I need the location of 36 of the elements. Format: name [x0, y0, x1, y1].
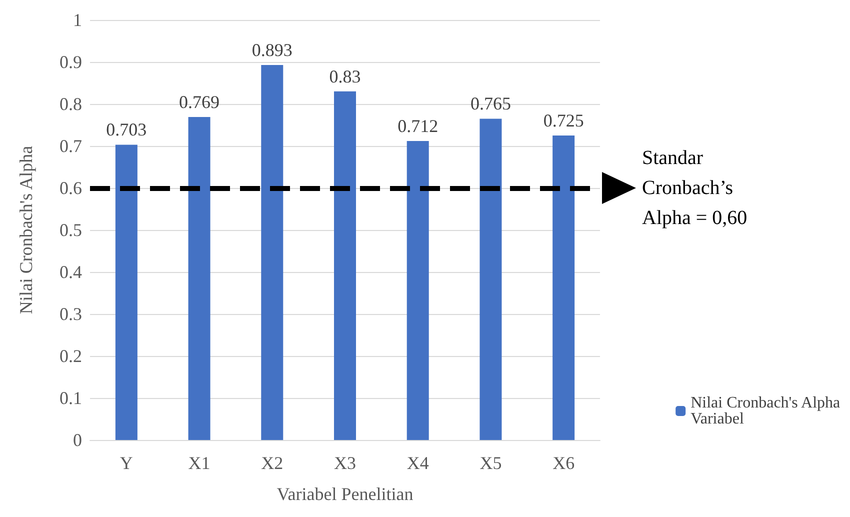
y-tick-label: 1 — [73, 10, 82, 30]
y-tick-label: 0.6 — [60, 178, 82, 198]
x-axis-title: Variabel Penelitian — [276, 484, 414, 504]
data-label: 0.765 — [470, 94, 511, 114]
bar — [552, 136, 575, 440]
bar — [188, 117, 210, 440]
y-tick-label: 0.5 — [60, 220, 82, 240]
bar — [334, 91, 356, 440]
ref-line-label: Standar Cronbach’s Alpha = 0,60 — [642, 147, 748, 229]
x-tick-label: X6 — [552, 453, 575, 473]
y-tick-label: 0.1 — [60, 388, 82, 408]
x-tick-label: X1 — [188, 453, 210, 473]
bar — [261, 64, 284, 440]
bar — [406, 140, 429, 440]
y-tick-label: 0.4 — [60, 262, 82, 282]
y-tick-label: 0.9 — [60, 52, 82, 72]
y-tick-label: 0.3 — [60, 304, 82, 324]
data-label: 0.712 — [398, 116, 438, 136]
data-label: 0.769 — [179, 92, 220, 112]
y-tick-label: 0.7 — [60, 136, 82, 156]
data-label: 0.725 — [543, 110, 584, 130]
y-tick-label: 0 — [73, 430, 82, 450]
x-tick-label: X2 — [261, 453, 284, 473]
x-tick-label: X3 — [334, 453, 356, 473]
y-tick-label: 0.2 — [60, 346, 82, 366]
x-tick-label: X5 — [480, 453, 502, 473]
y-tick-label: 0.8 — [60, 94, 82, 114]
data-label: 0.703 — [106, 120, 147, 140]
x-tick-label: Y — [120, 453, 133, 473]
x-tick-label: X4 — [406, 453, 429, 473]
legend-label: Nilai Cronbach's Alpha Variabel — [690, 394, 844, 428]
data-label: 0.83 — [329, 66, 361, 86]
data-label: 0.893 — [252, 40, 292, 60]
bar — [115, 144, 138, 440]
bar — [480, 118, 502, 440]
y-axis-title: Nilai Cronbach's Alpha — [16, 146, 36, 314]
